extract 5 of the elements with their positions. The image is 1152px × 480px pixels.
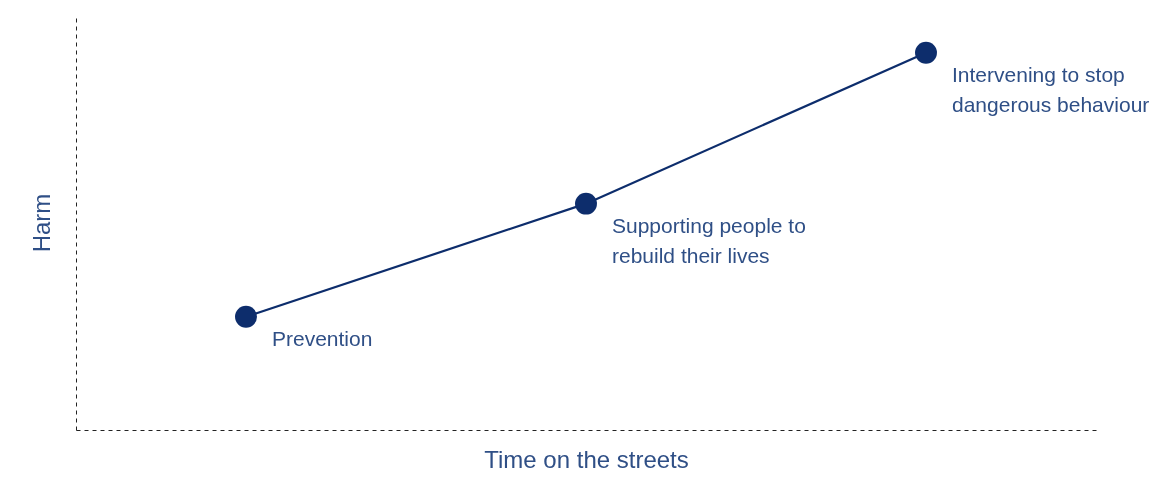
- x-axis-title: Time on the streets: [484, 445, 689, 473]
- annotation: Supporting people to rebuild their lives: [612, 213, 806, 267]
- annotation: Prevention: [272, 326, 373, 350]
- y-axis-title: Harm: [27, 193, 55, 253]
- annotation: Intervening to stop dangerous behaviour: [952, 62, 1150, 116]
